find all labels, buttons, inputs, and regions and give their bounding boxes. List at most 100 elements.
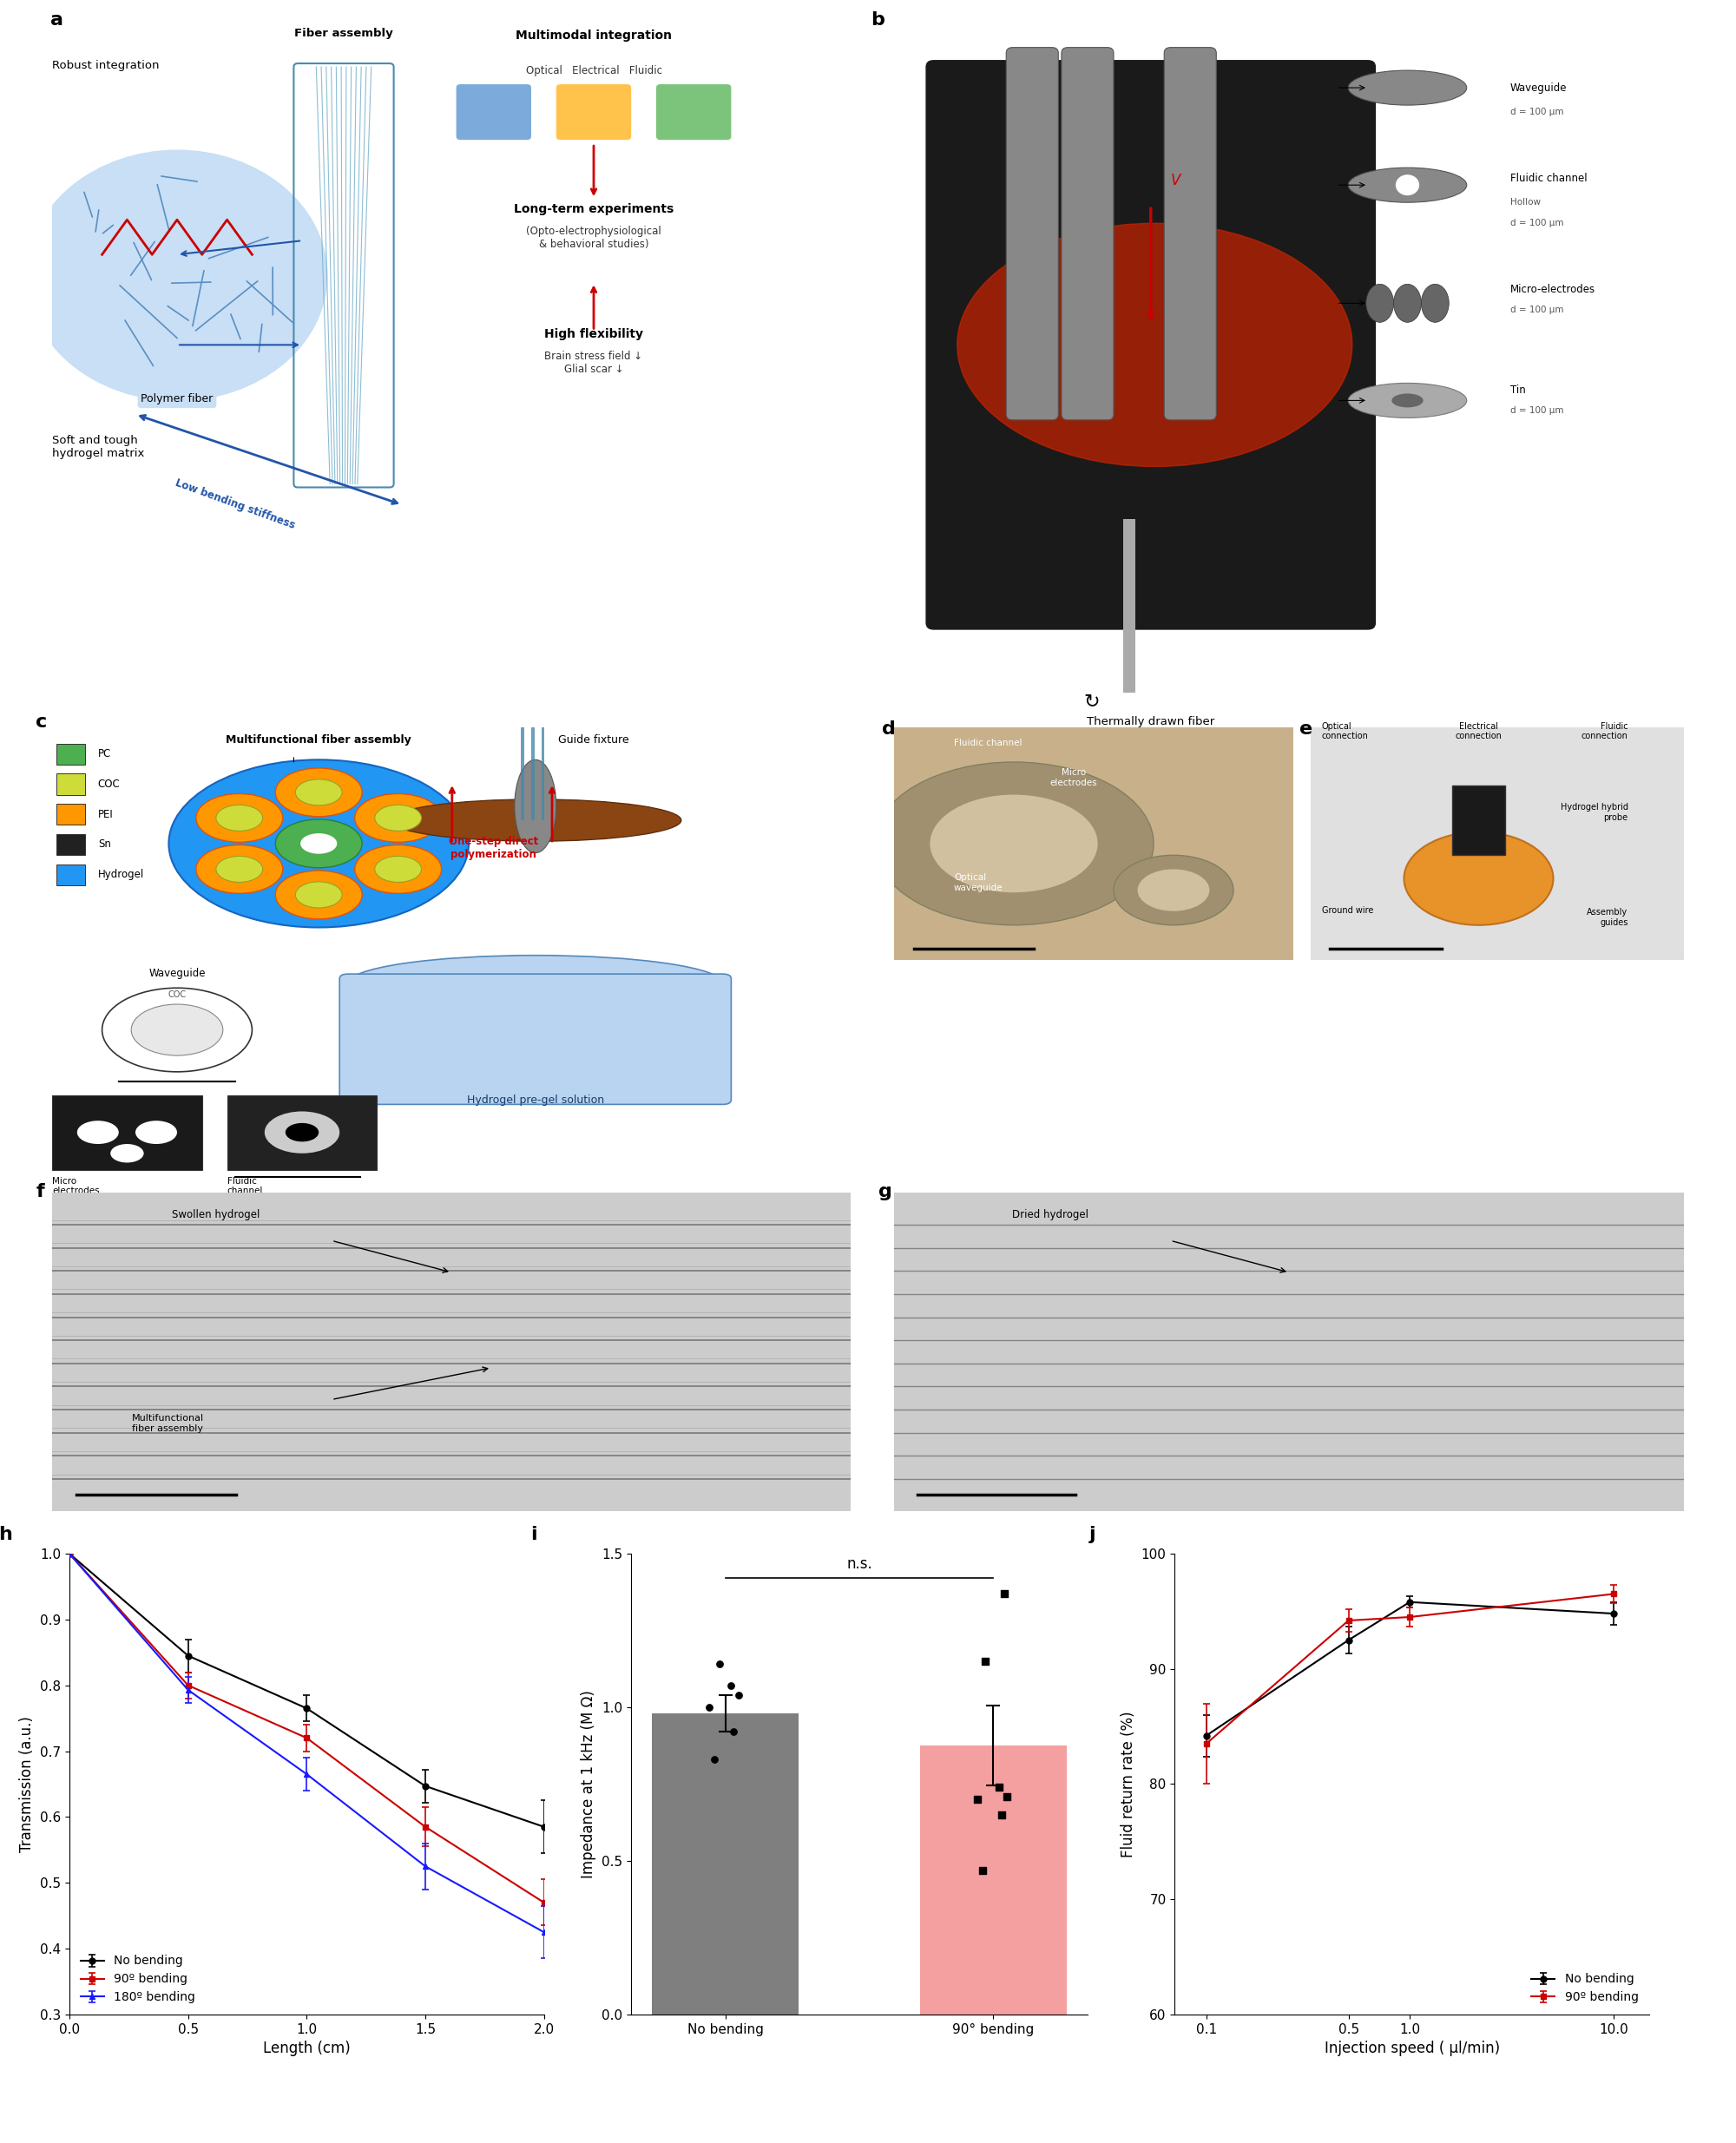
- Text: Assembly
guides: Assembly guides: [1587, 909, 1628, 926]
- Text: h: h: [0, 1526, 12, 1543]
- Ellipse shape: [389, 799, 681, 842]
- Bar: [920, 1747, 1068, 2014]
- Circle shape: [196, 844, 283, 894]
- Circle shape: [375, 857, 422, 883]
- Point: [990, 1577, 1017, 1612]
- Text: d = 100 μm: d = 100 μm: [1510, 107, 1564, 116]
- Circle shape: [196, 793, 283, 842]
- Circle shape: [102, 988, 252, 1072]
- Text: Soft and tough
hydrogel matrix: Soft and tough hydrogel matrix: [52, 435, 144, 459]
- Text: One-step direct
polymerization: One-step direct polymerization: [450, 836, 538, 859]
- Text: b: b: [870, 11, 884, 28]
- Text: Sn: Sn: [153, 1129, 160, 1136]
- Text: Brain stress field ↓
Glial scar ↓: Brain stress field ↓ Glial scar ↓: [545, 351, 642, 375]
- Text: Polymer fiber: Polymer fiber: [141, 394, 214, 405]
- Y-axis label: Transmission (a.u.): Transmission (a.u.): [19, 1717, 35, 1852]
- Circle shape: [276, 819, 363, 868]
- FancyBboxPatch shape: [656, 84, 731, 139]
- Circle shape: [875, 763, 1153, 926]
- Text: Tin: Tin: [1510, 384, 1526, 396]
- Text: Sn: Sn: [97, 838, 111, 851]
- Circle shape: [300, 834, 337, 853]
- Text: Optical   Electrical   Fluidic: Optical Electrical Fluidic: [526, 64, 661, 77]
- Text: Multifunctional fiber assembly: Multifunctional fiber assembly: [226, 735, 411, 746]
- Text: Fiber assembly: Fiber assembly: [295, 28, 392, 39]
- Bar: [56, 774, 85, 795]
- Circle shape: [132, 1005, 222, 1056]
- Circle shape: [1404, 831, 1554, 926]
- Text: Micro
electrodes: Micro electrodes: [52, 1177, 99, 1196]
- X-axis label: Length (cm): Length (cm): [262, 2040, 351, 2057]
- Circle shape: [354, 793, 441, 842]
- Circle shape: [215, 857, 262, 883]
- Text: COC: COC: [97, 778, 120, 789]
- FancyBboxPatch shape: [531, 726, 535, 821]
- Circle shape: [354, 844, 441, 894]
- Text: Micro-electrodes: Micro-electrodes: [1510, 283, 1595, 296]
- Text: PEI: PEI: [92, 1129, 102, 1136]
- Circle shape: [168, 761, 469, 928]
- Text: High flexibility: High flexibility: [545, 328, 642, 341]
- Ellipse shape: [1349, 167, 1467, 201]
- FancyBboxPatch shape: [521, 726, 524, 821]
- Bar: [1453, 784, 1505, 855]
- Point: [972, 1644, 1000, 1678]
- Point: [696, 1691, 724, 1725]
- Point: [701, 1742, 729, 1777]
- Text: d = 100 μm: d = 100 μm: [1510, 407, 1564, 416]
- Text: Hydrogel hybrid
probe: Hydrogel hybrid probe: [1561, 804, 1628, 823]
- Text: PEI: PEI: [297, 1129, 307, 1136]
- Bar: [56, 744, 85, 765]
- Bar: [651, 1714, 799, 2014]
- Text: Robust integration: Robust integration: [52, 60, 160, 71]
- Point: [719, 1714, 746, 1749]
- Circle shape: [276, 870, 363, 919]
- Text: Long-term experiments: Long-term experiments: [514, 204, 674, 216]
- Text: Micro
electrodes: Micro electrodes: [1050, 769, 1097, 786]
- Text: Fluidic channel: Fluidic channel: [955, 739, 1023, 748]
- Circle shape: [28, 150, 326, 401]
- Circle shape: [1137, 870, 1210, 911]
- Circle shape: [264, 1112, 340, 1153]
- Ellipse shape: [347, 956, 722, 1011]
- Circle shape: [930, 795, 1097, 891]
- Ellipse shape: [1392, 394, 1424, 407]
- Circle shape: [375, 806, 422, 831]
- Text: ↻: ↻: [1083, 692, 1099, 709]
- Text: Electrical
connection: Electrical connection: [1455, 722, 1502, 741]
- Text: Swollen hydrogel: Swollen hydrogel: [172, 1209, 260, 1219]
- Text: Guide fixture: Guide fixture: [559, 735, 628, 746]
- Circle shape: [1115, 855, 1233, 926]
- Text: c: c: [35, 714, 47, 731]
- Text: d: d: [882, 720, 896, 737]
- Point: [963, 1783, 991, 1817]
- Bar: [56, 834, 85, 855]
- FancyBboxPatch shape: [1165, 47, 1217, 420]
- Text: Optical
connection: Optical connection: [1321, 722, 1368, 741]
- Ellipse shape: [1422, 285, 1450, 321]
- Point: [988, 1798, 1016, 1832]
- Text: Dried hydrogel: Dried hydrogel: [1012, 1209, 1088, 1219]
- Text: Fluidic
channel: Fluidic channel: [227, 1177, 262, 1196]
- Circle shape: [276, 767, 363, 816]
- Bar: [56, 864, 85, 885]
- Legend: No bending, 90º bending: No bending, 90º bending: [1526, 1969, 1644, 2008]
- Text: Hydrogel pre-gel solution: Hydrogel pre-gel solution: [467, 1095, 604, 1106]
- Text: Heat: Heat: [889, 294, 899, 326]
- Point: [993, 1779, 1021, 1813]
- FancyBboxPatch shape: [1007, 47, 1059, 420]
- Text: Thermally drawn fiber: Thermally drawn fiber: [1087, 716, 1215, 726]
- Text: n.s.: n.s.: [847, 1556, 871, 1573]
- Y-axis label: Impedance at 1 kHz (M Ω): Impedance at 1 kHz (M Ω): [582, 1691, 597, 1877]
- Ellipse shape: [957, 223, 1352, 467]
- Text: Hydrogel: Hydrogel: [97, 870, 144, 881]
- Ellipse shape: [514, 761, 556, 853]
- Text: Multimodal integration: Multimodal integration: [516, 30, 672, 41]
- Text: Ground wire: Ground wire: [1321, 906, 1373, 915]
- Text: COC: COC: [168, 990, 186, 999]
- FancyBboxPatch shape: [556, 84, 632, 139]
- Bar: [56, 804, 85, 825]
- Circle shape: [76, 1121, 118, 1144]
- Text: Fluidic channel: Fluidic channel: [1510, 171, 1587, 184]
- Circle shape: [295, 780, 342, 806]
